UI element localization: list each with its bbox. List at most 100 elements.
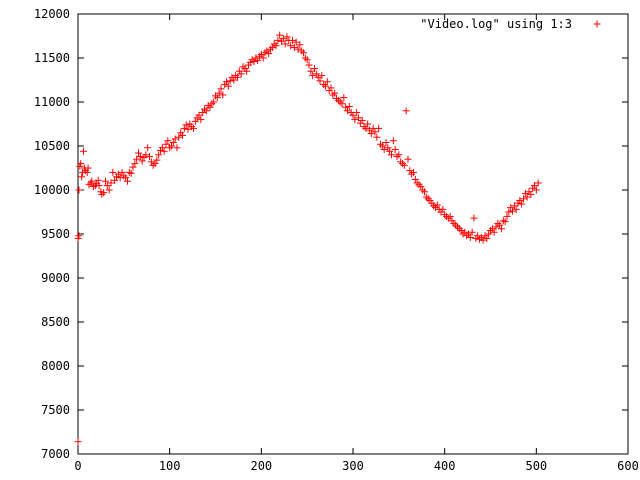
data-point — [465, 230, 472, 238]
data-point — [402, 107, 410, 115]
data-point — [316, 77, 324, 85]
data-point — [301, 54, 309, 62]
data-point — [373, 133, 381, 141]
data-point — [336, 98, 344, 106]
data-point — [182, 121, 190, 129]
data-point — [195, 111, 203, 119]
data-point — [226, 77, 234, 85]
data-point — [256, 52, 263, 60]
data-point — [160, 147, 168, 155]
data-point — [439, 205, 447, 213]
data-point — [268, 43, 276, 51]
data-point — [125, 168, 133, 176]
data-point — [78, 173, 86, 181]
data-point — [454, 223, 461, 231]
data-point — [322, 82, 329, 90]
data-point — [213, 94, 221, 102]
data-point — [219, 91, 227, 99]
data-point — [382, 138, 390, 146]
data-point — [309, 72, 317, 80]
data-point — [314, 73, 322, 81]
data-point — [327, 84, 335, 92]
data-point — [206, 103, 214, 111]
data-point — [450, 219, 458, 227]
data-point — [127, 169, 135, 177]
data-point — [494, 219, 502, 227]
data-point — [404, 155, 412, 163]
data-point — [166, 144, 174, 152]
data-point — [208, 100, 216, 108]
data-point — [501, 218, 509, 226]
data-point — [129, 163, 137, 171]
data-point — [367, 130, 375, 138]
data-point — [74, 438, 82, 446]
data-point — [168, 142, 175, 150]
data-point — [274, 36, 282, 44]
data-point — [422, 193, 430, 201]
data-point — [267, 45, 274, 53]
data-point — [88, 177, 96, 185]
data-point — [135, 149, 142, 157]
data-point — [298, 47, 306, 55]
data-point — [296, 41, 304, 49]
data-point — [190, 124, 197, 132]
y-tick-label: 11000 — [34, 95, 70, 109]
data-point — [534, 179, 542, 187]
legend-label: "Video.log" using 1:3 — [420, 17, 572, 31]
data-point — [175, 133, 183, 141]
data-point — [362, 124, 370, 132]
data-point — [100, 189, 108, 197]
data-point — [131, 160, 139, 168]
x-axis: 0 100 200 300 400 500 600 — [74, 14, 639, 473]
data-point — [355, 114, 362, 122]
data-point — [294, 45, 302, 53]
data-point — [169, 138, 177, 146]
data-point — [114, 170, 122, 178]
data-point — [505, 208, 513, 216]
data-point — [408, 170, 416, 178]
data-point — [75, 232, 83, 240]
y-tick-label: 10500 — [34, 139, 70, 153]
data-point — [406, 167, 414, 175]
data-point — [136, 153, 144, 161]
data-point — [155, 151, 163, 159]
data-point — [415, 181, 423, 189]
data-point — [421, 188, 428, 196]
data-point — [199, 109, 207, 117]
x-tick-label: 200 — [250, 459, 272, 473]
data-point — [239, 63, 247, 71]
data-point — [393, 153, 401, 161]
data-point — [487, 226, 494, 234]
data-point — [254, 57, 262, 65]
data-point — [461, 228, 469, 236]
y-tick-label: 7000 — [41, 447, 70, 461]
data-point — [142, 151, 150, 159]
data-point — [83, 168, 91, 176]
data-point — [77, 160, 85, 168]
data-point — [257, 50, 265, 58]
data-point — [364, 120, 372, 128]
data-point — [197, 116, 205, 124]
y-tick-label: 9500 — [41, 227, 70, 241]
data-point — [342, 103, 350, 111]
data-point — [312, 70, 320, 78]
x-tick-label: 400 — [434, 459, 456, 473]
data-point — [520, 195, 527, 203]
y-tick-label: 12000 — [34, 7, 70, 21]
data-point — [492, 223, 500, 231]
data-point — [419, 186, 427, 194]
data-point — [223, 78, 230, 86]
data-point — [75, 186, 83, 194]
data-point — [485, 230, 493, 238]
data-point — [507, 204, 515, 212]
data-point — [120, 172, 128, 180]
data-point — [171, 135, 179, 143]
data-point — [300, 49, 307, 57]
data-point — [179, 131, 186, 139]
data-point — [351, 116, 359, 124]
data-point — [457, 226, 465, 234]
data-point — [470, 214, 478, 222]
data-point — [516, 197, 524, 205]
data-point — [164, 137, 172, 145]
data-point — [468, 228, 476, 236]
